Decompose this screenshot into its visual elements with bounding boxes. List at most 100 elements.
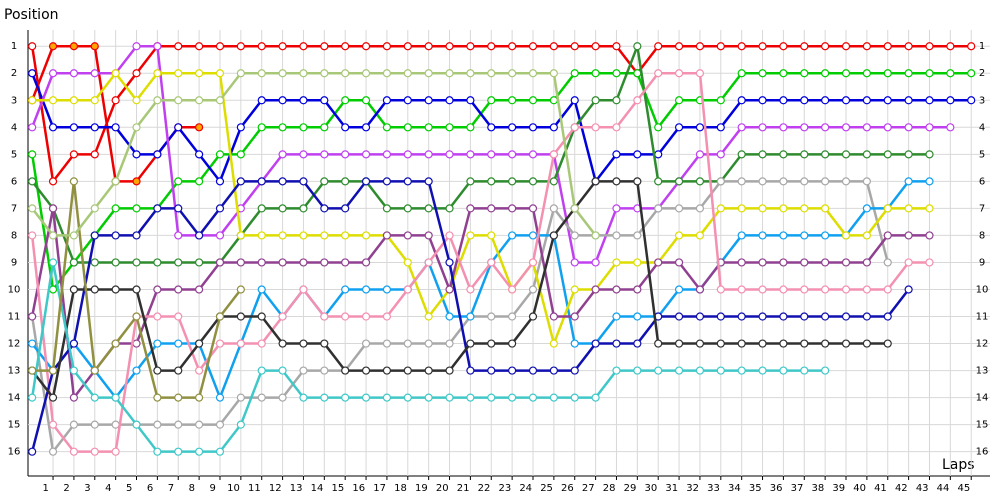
point xyxy=(695,150,705,159)
point xyxy=(445,339,454,348)
point xyxy=(862,96,871,105)
point xyxy=(758,366,767,375)
point xyxy=(528,285,538,294)
point xyxy=(862,258,871,267)
point xyxy=(508,69,517,78)
point xyxy=(800,150,809,159)
point xyxy=(236,285,245,294)
point xyxy=(737,339,746,348)
point xyxy=(132,150,141,159)
point xyxy=(487,258,496,267)
point xyxy=(779,150,788,159)
point xyxy=(904,258,913,267)
point xyxy=(883,285,892,294)
point xyxy=(69,366,79,375)
point xyxy=(132,69,141,78)
point xyxy=(28,69,37,78)
point xyxy=(132,285,141,294)
point xyxy=(508,177,517,186)
series-line xyxy=(30,44,972,183)
y-tick-label: 9 xyxy=(11,257,17,268)
point xyxy=(320,177,329,186)
point xyxy=(111,69,120,78)
point xyxy=(341,177,350,186)
point xyxy=(236,420,245,429)
point xyxy=(215,96,225,105)
point xyxy=(674,96,684,105)
point xyxy=(174,96,183,105)
point xyxy=(195,69,204,78)
point xyxy=(174,204,183,213)
point xyxy=(487,69,496,78)
point xyxy=(174,285,183,294)
point xyxy=(946,69,955,78)
point xyxy=(487,96,496,105)
point xyxy=(278,123,287,132)
point xyxy=(925,123,934,132)
point xyxy=(132,177,141,186)
x-tick-label: 12 xyxy=(269,483,282,494)
point xyxy=(111,420,120,429)
point xyxy=(862,123,871,132)
point xyxy=(758,177,767,186)
point xyxy=(549,69,558,78)
y-tick-label: 16 xyxy=(8,447,21,458)
point xyxy=(821,366,830,375)
point xyxy=(403,69,412,78)
point xyxy=(48,177,58,186)
point xyxy=(111,123,120,132)
point xyxy=(883,339,892,348)
point xyxy=(132,42,141,51)
point xyxy=(925,150,934,159)
point xyxy=(28,96,37,105)
x-tick-label: 29 xyxy=(624,483,637,494)
point xyxy=(800,69,809,78)
point xyxy=(361,258,371,267)
point xyxy=(215,231,225,240)
point xyxy=(904,204,913,213)
point xyxy=(570,42,579,51)
point xyxy=(382,393,392,402)
point xyxy=(278,96,287,105)
point xyxy=(320,339,329,348)
point xyxy=(716,177,725,186)
x-tick-label: 13 xyxy=(290,483,303,494)
point xyxy=(800,177,809,186)
point xyxy=(174,231,183,240)
point xyxy=(278,42,287,51)
point xyxy=(278,393,287,402)
point xyxy=(841,231,851,240)
point xyxy=(299,150,308,159)
point xyxy=(716,96,725,105)
point xyxy=(758,69,767,78)
point xyxy=(361,123,371,132)
point xyxy=(737,231,746,240)
y-tick-label: 1 xyxy=(11,41,17,52)
point xyxy=(153,42,162,51)
point xyxy=(779,204,788,213)
point xyxy=(591,69,600,78)
x-tick-label: 37 xyxy=(791,483,804,494)
point xyxy=(320,393,329,402)
point xyxy=(195,150,204,159)
point xyxy=(549,366,558,375)
point xyxy=(236,339,245,348)
point xyxy=(591,231,600,240)
point xyxy=(153,420,162,429)
point xyxy=(883,42,892,51)
point xyxy=(382,285,392,294)
point xyxy=(758,258,767,267)
point xyxy=(445,204,454,213)
point xyxy=(195,96,204,105)
point xyxy=(612,204,621,213)
point xyxy=(737,258,746,267)
point xyxy=(612,69,621,78)
point xyxy=(862,69,871,78)
point xyxy=(320,366,329,375)
point xyxy=(549,393,558,402)
point xyxy=(174,69,183,78)
point xyxy=(424,150,433,159)
y-tick-label: 7 xyxy=(11,203,17,214)
point xyxy=(382,69,392,78)
